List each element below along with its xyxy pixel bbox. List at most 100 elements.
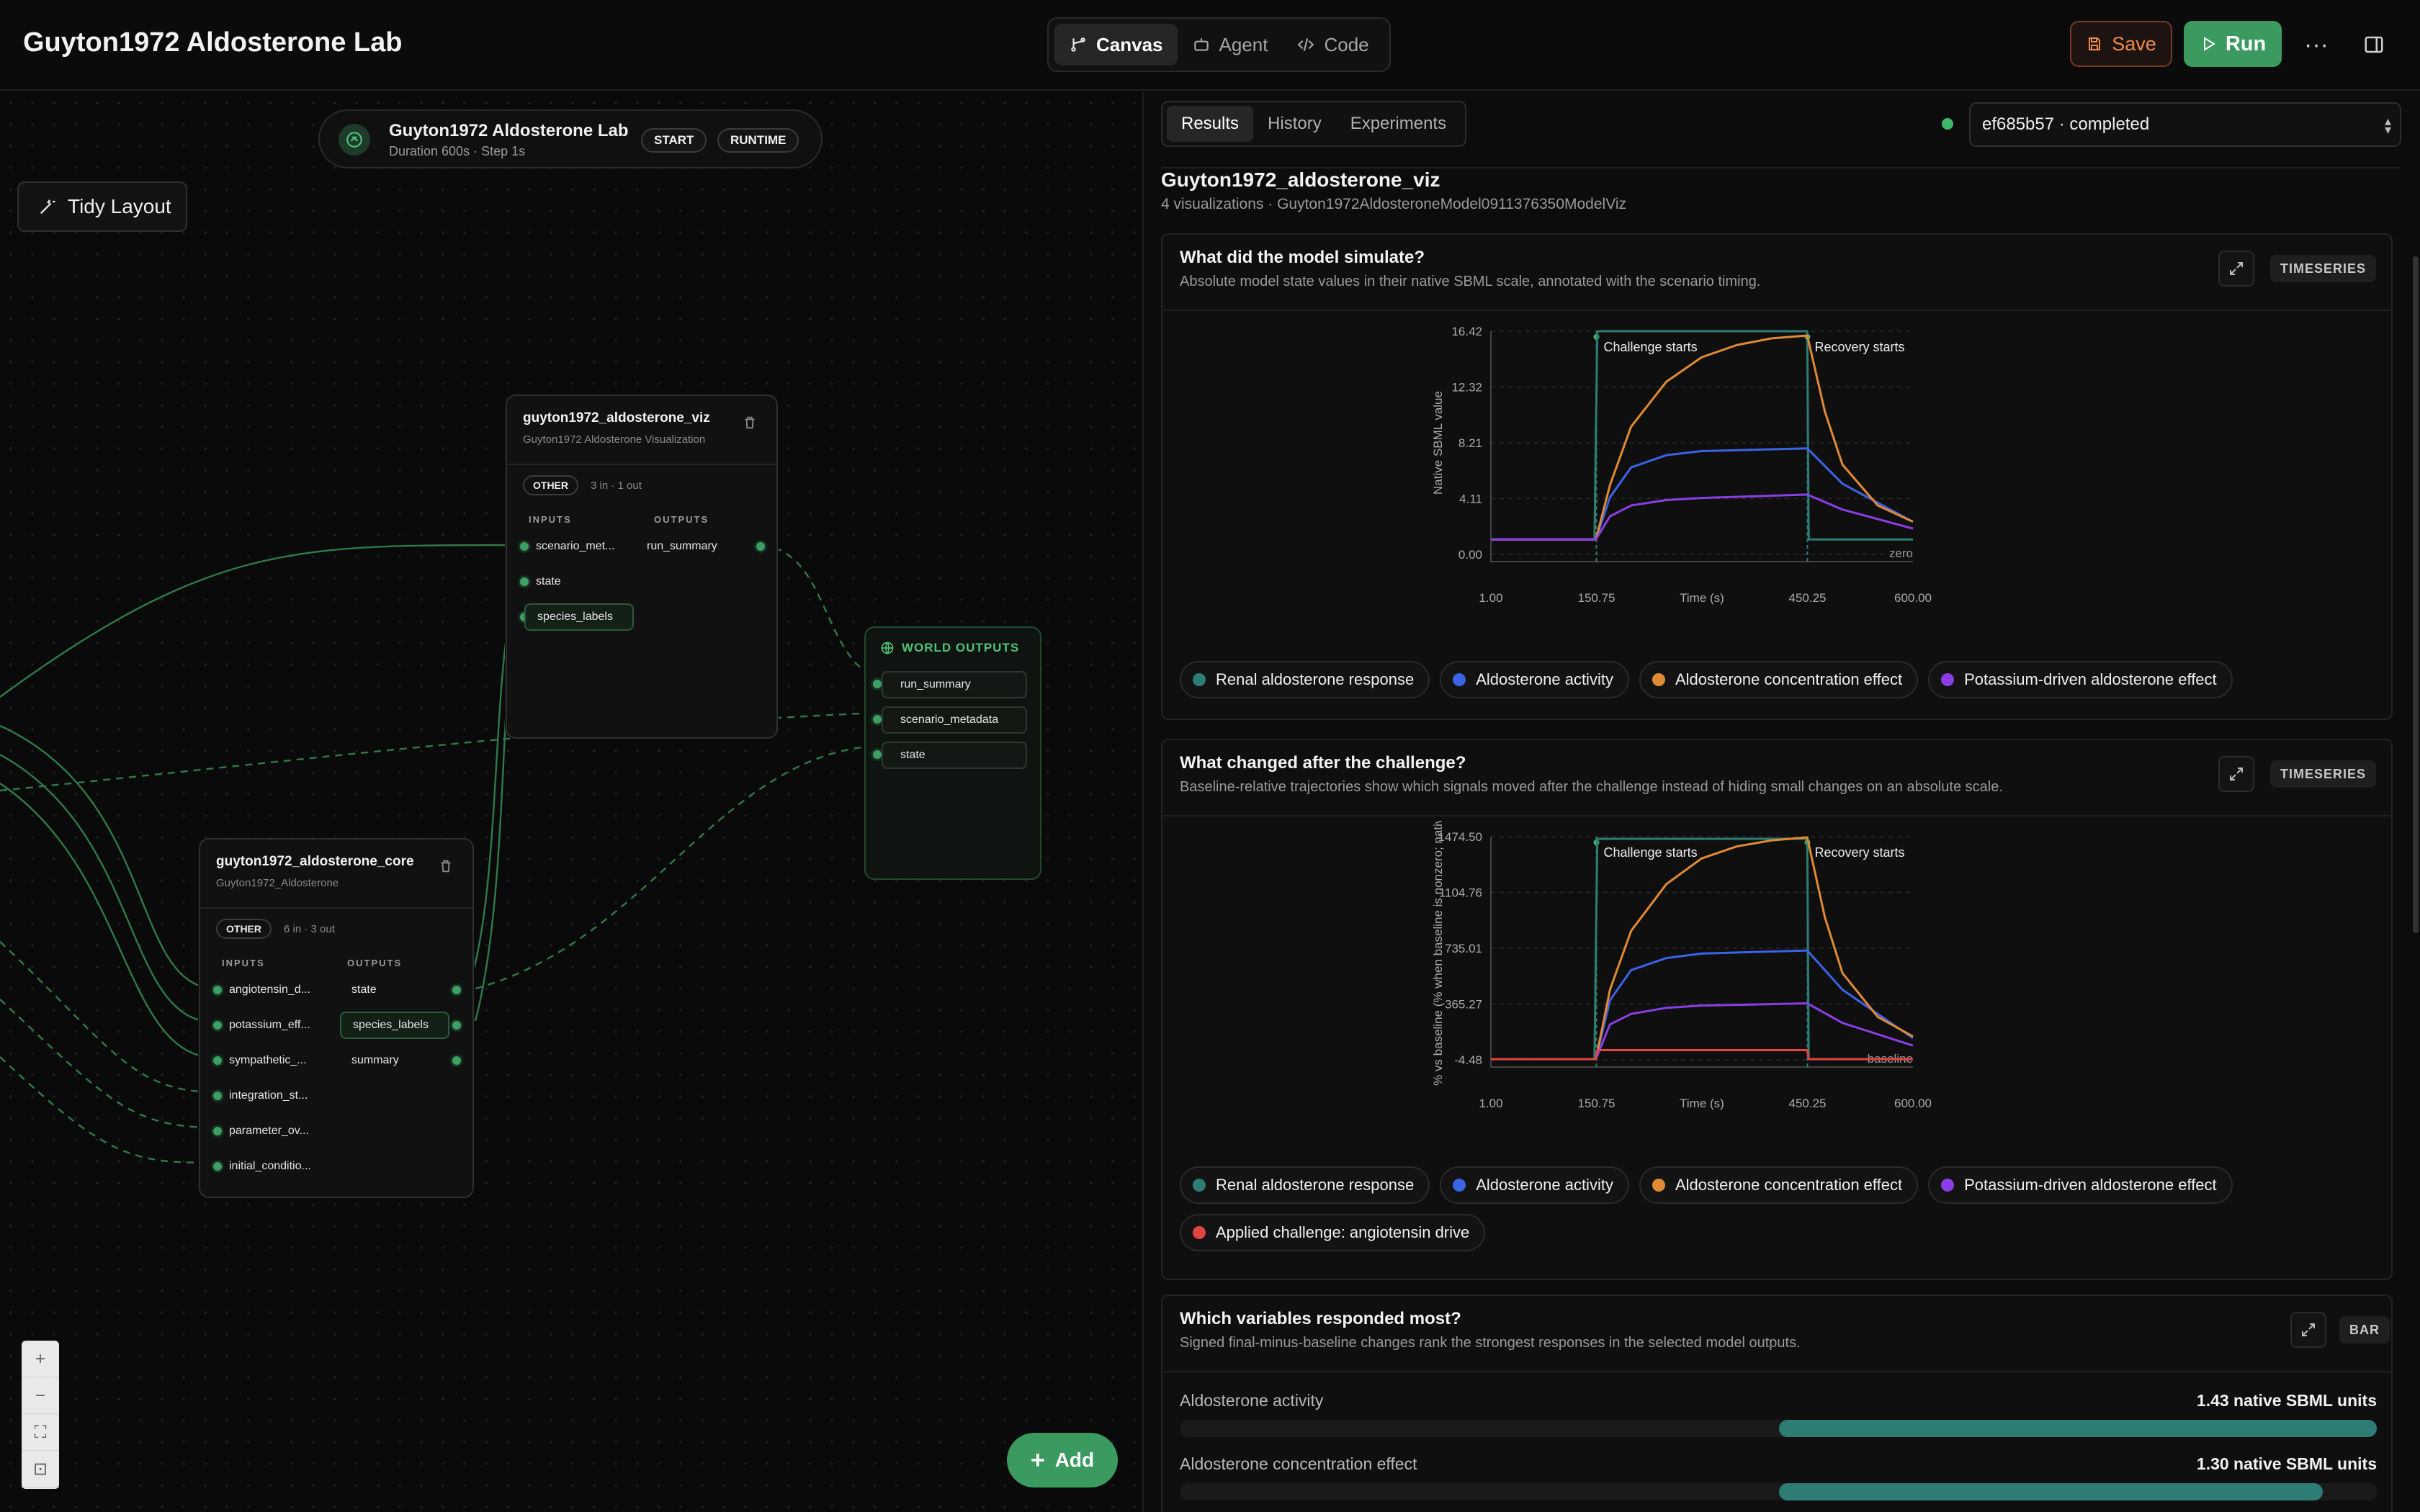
- world-port-dot[interactable]: [873, 750, 882, 759]
- more-button[interactable]: ···: [2299, 29, 2334, 60]
- toggle-panel-button[interactable]: [2357, 29, 2391, 60]
- input-port[interactable]: potassium_eff...: [229, 1019, 310, 1031]
- core-node[interactable]: guyton1972_aldosterone_core Guyton1972_A…: [199, 838, 474, 1198]
- globe-icon: [881, 642, 894, 654]
- input-port[interactable]: initial_conditio...: [229, 1160, 311, 1172]
- legend-item[interactable]: Aldosterone activity: [1440, 661, 1629, 698]
- output-port-dot[interactable]: [452, 1021, 461, 1030]
- input-port-dot[interactable]: [213, 1127, 222, 1135]
- workflow-canvas[interactable]: Guyton1972 Aldosterone Lab Duration 600s…: [0, 92, 1141, 1512]
- legend-item[interactable]: Potassium-driven aldosterone effect: [1928, 1166, 2233, 1204]
- input-port-dot[interactable]: [213, 986, 222, 994]
- wire: [475, 744, 878, 990]
- divider: [1162, 310, 2391, 311]
- output-port[interactable]: state: [351, 984, 377, 996]
- legend-item[interactable]: Aldosterone concentration effect: [1639, 1166, 1919, 1204]
- series-line: [1491, 330, 1913, 541]
- world-port-dot[interactable]: [873, 715, 882, 724]
- bar-value: 1.30 native SBML units: [2196, 1454, 2377, 1473]
- input-port[interactable]: parameter_ov...: [229, 1125, 309, 1137]
- y-axis-label: Native SBML value: [1431, 391, 1445, 495]
- tab-code[interactable]: Code: [1282, 24, 1383, 66]
- y-axis-label: % vs baseline (% when baseline is nonzer…: [1431, 821, 1445, 1086]
- legend-swatch: [1193, 1179, 1206, 1192]
- legend-item[interactable]: Renal aldosterone response: [1180, 661, 1430, 698]
- y-tick-label: -4.48: [1454, 1053, 1482, 1067]
- output-port-dot[interactable]: [756, 542, 765, 551]
- fit-view-icon[interactable]: ⛶: [22, 1414, 59, 1451]
- tab-experiments[interactable]: Experiments: [1350, 114, 1447, 133]
- card-description: Absolute model state values in their nat…: [1180, 274, 1761, 289]
- expand-button[interactable]: [2218, 756, 2254, 792]
- world-outputs-title: WORLD OUTPUTS: [880, 641, 1019, 655]
- input-port[interactable]: scenario_met...: [536, 540, 615, 552]
- tidy-layout-button[interactable]: Tidy Layout: [17, 181, 187, 232]
- input-port[interactable]: species_labels: [524, 603, 634, 631]
- input-port-dot[interactable]: [213, 1021, 222, 1030]
- world-output-row[interactable]: run_summary: [882, 671, 1027, 698]
- world-output-row[interactable]: scenario_metadata: [882, 706, 1027, 734]
- y-tick-label: 735.01: [1445, 942, 1482, 955]
- input-port[interactable]: integration_st...: [229, 1089, 308, 1102]
- series-line: [1491, 1002, 1914, 1061]
- expand-button[interactable]: [2290, 1312, 2326, 1348]
- viz-subtitle: 4 visualizations · Guyton1972Aldosterone…: [1161, 196, 1626, 212]
- chevron-updown-icon: ▴ ▾: [2384, 114, 2391, 137]
- bar-fill: [1779, 1483, 2323, 1500]
- output-port[interactable]: run_summary: [647, 540, 717, 552]
- legend-item[interactable]: Potassium-driven aldosterone effect: [1928, 661, 2233, 698]
- series-line: [1491, 447, 1914, 541]
- expand-button[interactable]: [2218, 251, 2254, 287]
- legend-item[interactable]: Renal aldosterone response: [1180, 1166, 1430, 1204]
- chart-type-badge: TIMESERIES: [2270, 255, 2377, 282]
- series-line: [1491, 493, 1914, 541]
- output-port[interactable]: species_labels: [340, 1012, 449, 1039]
- world-port-dot[interactable]: [873, 680, 882, 688]
- lock-icon[interactable]: ⊡: [22, 1451, 59, 1488]
- run-select[interactable]: ef685b57 · completed ▴ ▾: [1969, 102, 2401, 147]
- input-port-dot[interactable]: [213, 1056, 222, 1065]
- zoom-controls[interactable]: + − ⛶ ⊡: [22, 1341, 59, 1489]
- legend-label: Applied challenge: angiotensin drive: [1216, 1223, 1470, 1241]
- trash-icon[interactable]: [438, 858, 454, 874]
- world-output-row[interactable]: state: [882, 742, 1027, 769]
- viz-node[interactable]: guyton1972_aldosterone_viz Guyton1972 Al…: [506, 395, 778, 739]
- run-label: Run: [2225, 32, 2267, 55]
- series-line: [1491, 334, 1914, 541]
- input-port-dot[interactable]: [213, 1162, 222, 1171]
- run-summary-pill[interactable]: Guyton1972 Aldosterone Lab Duration 600s…: [318, 109, 823, 168]
- run-button[interactable]: Run: [2184, 21, 2282, 67]
- save-button[interactable]: Save: [2070, 21, 2172, 67]
- input-port-dot[interactable]: [213, 1092, 222, 1100]
- more-icon: ···: [2304, 30, 2329, 58]
- input-port[interactable]: state: [536, 575, 561, 588]
- x-axis-label: Time (s): [1680, 1097, 1724, 1110]
- zoom-out-icon[interactable]: −: [22, 1377, 59, 1414]
- input-port-dot[interactable]: [520, 577, 529, 586]
- output-port[interactable]: summary: [351, 1054, 399, 1066]
- add-node-button[interactable]: + Add: [1007, 1433, 1118, 1488]
- legend-swatch: [1941, 673, 1955, 686]
- input-port-dot[interactable]: [520, 542, 529, 551]
- tab-canvas[interactable]: Canvas: [1054, 24, 1178, 66]
- output-port-dot[interactable]: [452, 1056, 461, 1065]
- lab-icon: [339, 124, 370, 156]
- scrollbar[interactable]: [2413, 256, 2419, 933]
- x-tick-label: 1.00: [1479, 1097, 1502, 1110]
- legend-item[interactable]: Aldosterone activity: [1440, 1166, 1629, 1204]
- save-icon: [2089, 37, 2101, 50]
- runtime-badge[interactable]: RUNTIME: [717, 128, 799, 153]
- input-port[interactable]: sympathetic_...: [229, 1054, 307, 1066]
- card-description: Baseline-relative trajectories show whic…: [1180, 779, 2003, 795]
- trash-icon[interactable]: [742, 415, 758, 431]
- legend-item[interactable]: Aldosterone concentration effect: [1639, 661, 1919, 698]
- tab-history[interactable]: History: [1268, 114, 1322, 133]
- input-port[interactable]: angiotensin_d...: [229, 984, 310, 996]
- start-badge[interactable]: START: [641, 128, 707, 153]
- output-port-dot[interactable]: [452, 986, 461, 994]
- tab-agent[interactable]: Agent: [1178, 24, 1283, 66]
- tab-results[interactable]: Results: [1167, 106, 1254, 142]
- world-outputs-node[interactable]: WORLD OUTPUTS run_summary scenario_metad…: [864, 626, 1041, 880]
- legend-item[interactable]: Applied challenge: angiotensin drive: [1180, 1214, 1486, 1251]
- zoom-in-icon[interactable]: +: [22, 1341, 59, 1377]
